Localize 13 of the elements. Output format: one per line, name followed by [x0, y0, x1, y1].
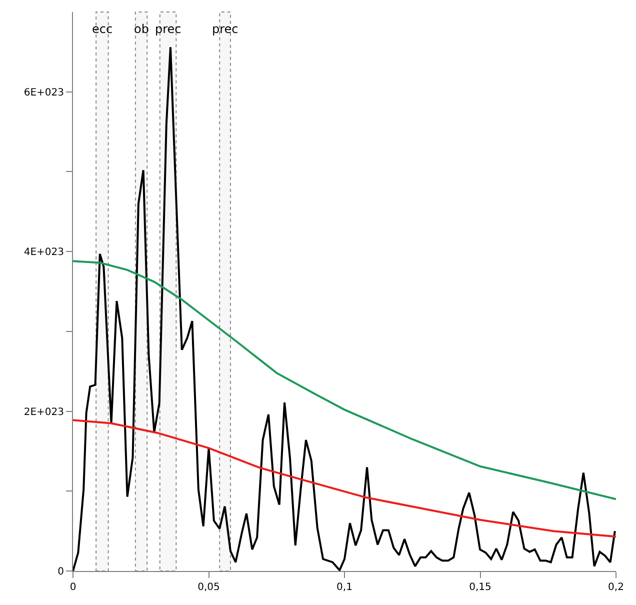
band-label: ecc: [92, 22, 113, 36]
y-tick-label: 2E+023: [24, 406, 64, 418]
band-label: prec: [212, 22, 238, 36]
band-label: prec: [155, 22, 182, 36]
band-label: ob: [134, 22, 149, 36]
x-tick-label: 0,05: [198, 582, 220, 593]
y-tick-label: 4E+023: [24, 247, 64, 258]
y-tick-label: 0: [58, 566, 64, 578]
x-tick-label: 0,2: [608, 582, 624, 593]
x-tick-label: 0,15: [469, 582, 492, 593]
x-tick-label: 0: [70, 582, 76, 593]
y-tick-label: 6E+023: [24, 87, 64, 98]
x-tick-label: 0,1: [336, 582, 352, 593]
